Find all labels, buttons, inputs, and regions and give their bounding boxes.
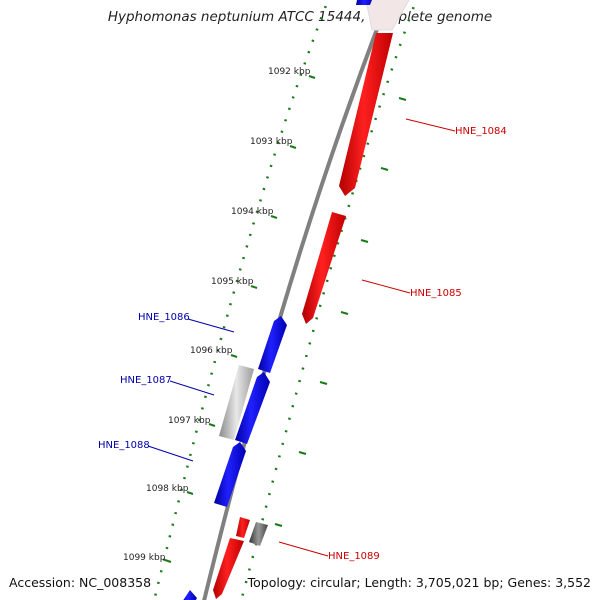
tick-label: 1092 kbp — [268, 67, 311, 77]
genome-summary-label: Topology: circular; Length: 3,705,021 bp… — [247, 575, 591, 590]
tick-label: 1095 kbp — [211, 277, 254, 287]
gene-label-hne-1088: HNE_1088 — [98, 440, 150, 451]
gene-arrow-gray-small — [249, 522, 268, 546]
gene-label-hne-1085: HNE_1085 — [410, 288, 462, 299]
accession-label: Accession: NC_008358 — [9, 575, 152, 590]
gc-skew-track-right — [240, 0, 418, 600]
tick-label: 1094 kbp — [231, 207, 274, 217]
label-leaders — [147, 118, 456, 557]
genome-backbone — [202, 0, 391, 600]
gene-block-gray — [219, 365, 254, 440]
gene-arrow-hne-1089a — [236, 517, 250, 538]
gene-arrow-hne-1085 — [302, 212, 346, 324]
gc-skew-track-left — [152, 0, 330, 600]
gene-fragment-top — [365, 0, 410, 31]
tick-label: 1096 kbp — [190, 346, 233, 356]
gene-arrow-hne-1087 — [235, 372, 270, 444]
tick-label: 1093 kbp — [250, 137, 293, 147]
gene-arrow-hne-1086 — [258, 316, 287, 373]
gene-arrow-hne-1084 — [339, 33, 393, 196]
tick-label: 1099 kbp — [123, 553, 166, 563]
gene-label-hne-1084: HNE_1084 — [455, 126, 507, 137]
gene-arrow-blue-bottom — [183, 590, 197, 600]
position-ticks: 1092 kbp 1093 kbp 1094 kbp 1095 kbp 1096… — [123, 67, 316, 563]
gene-label-hne-1087: HNE_1087 — [120, 375, 172, 386]
gene-fragment-top-blue — [356, 0, 372, 5]
tick-label: 1098 kbp — [146, 484, 189, 494]
gene-arrow-hne-1088 — [214, 442, 246, 507]
gene-label-hne-1086: HNE_1086 — [138, 312, 190, 323]
gene-arrow-hne-1089b — [213, 538, 244, 599]
gene-label-hne-1089: HNE_1089 — [328, 551, 380, 562]
gc-skew-marks — [274, 97, 407, 527]
tick-label: 1097 kbp — [168, 416, 211, 426]
